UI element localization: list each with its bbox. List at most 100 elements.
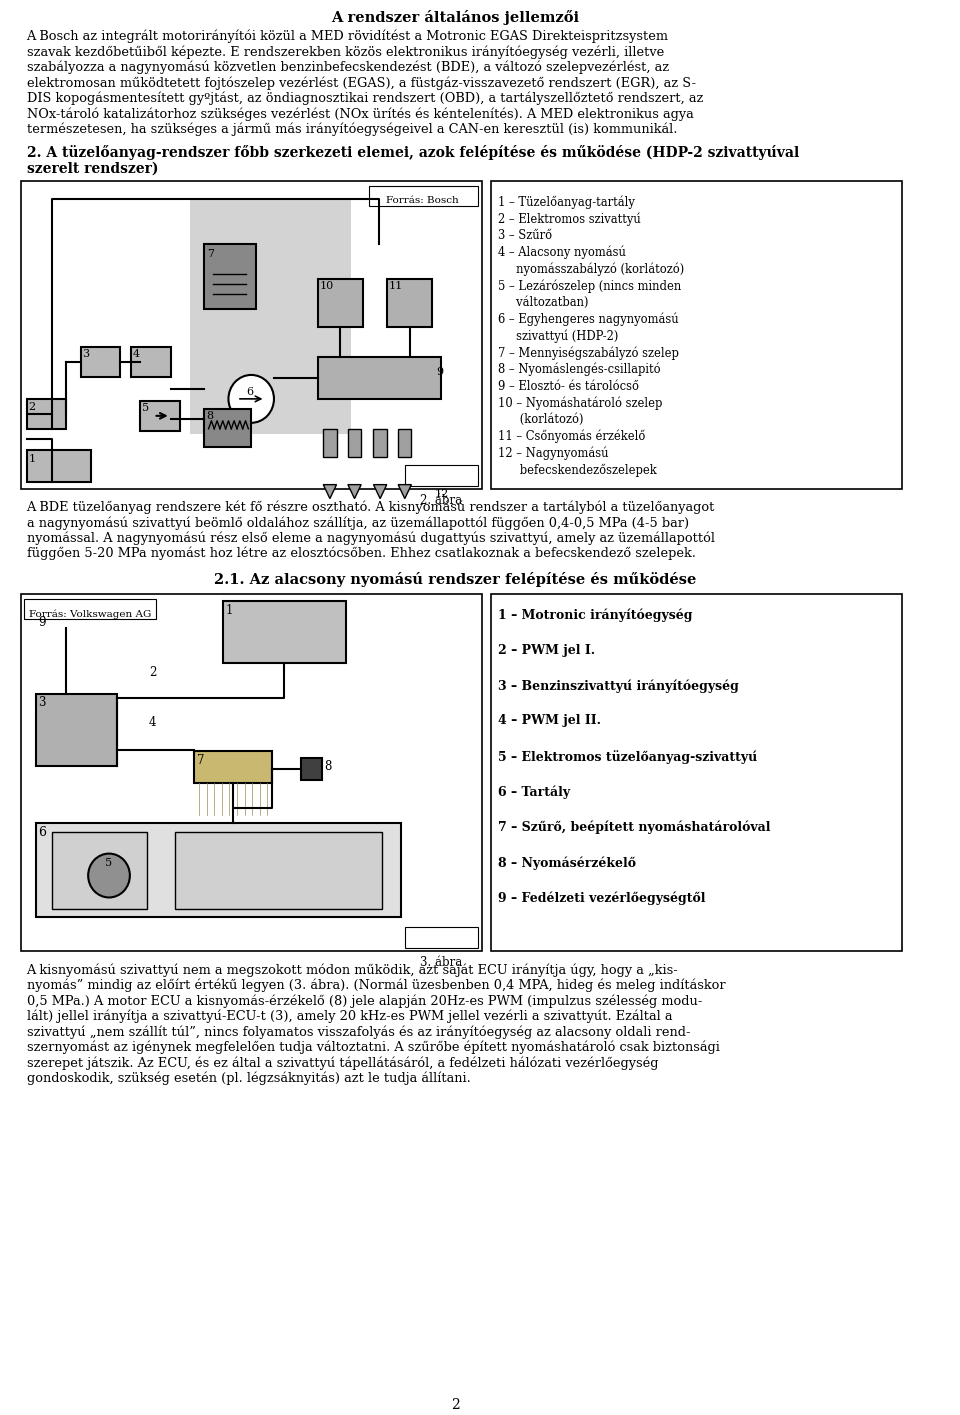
Text: 1 – Motronic irányítóegység: 1 – Motronic irányítóegység	[497, 608, 692, 621]
Text: 8: 8	[324, 760, 331, 773]
Bar	[301, 758, 323, 780]
Text: 0,5 MPa.) A motor ECU a kisnyomás-érzékelő (8) jele alapján 20Hz-es PWM (impulzu: 0,5 MPa.) A motor ECU a kisnyomás-érzéke…	[27, 995, 702, 1007]
Text: 7 – Mennyiségszabályzó szelep: 7 – Mennyiségszabályzó szelep	[497, 347, 679, 359]
Text: nyomással. A nagynyomású rész első eleme a nagynyomású dugattyús szivattyú, ame: nyomással. A nagynyomású rész első eleme…	[27, 532, 714, 545]
Bar	[27, 450, 91, 481]
Text: 1 – Tüzelőanyag-tartály: 1 – Tüzelőanyag-tartály	[497, 195, 635, 209]
Text: 2.1. Az alacsony nyomású rendszer felépítése és működése: 2.1. Az alacsony nyomású rendszer felépí…	[214, 573, 696, 587]
Bar	[398, 429, 412, 457]
Text: lált) jellel irányítja a szivattyú-ECU-t (3), amely 20 kHz-es PWM jellel vezérl: lált) jellel irányítja a szivattyú-ECU-…	[27, 1010, 672, 1023]
Text: szivattyú (HDP-2): szivattyú (HDP-2)	[497, 330, 618, 342]
Text: természetesen, ha szükséges a jármű más irányítóegységeivel a CAN-en keresztül (: természetesen, ha szükséges a jármű más …	[27, 123, 677, 136]
Text: 6: 6	[246, 386, 252, 396]
Text: szabályozza a nagynyomású közvetlen benzinbefecskendezést (BDE), a változó szele: szabályozza a nagynyomású közvetlen benz…	[27, 61, 669, 75]
Text: változatban): változatban)	[497, 296, 588, 308]
Text: 5 – Elektromos tüzelőanyag-szivattyú: 5 – Elektromos tüzelőanyag-szivattyú	[497, 750, 756, 764]
Text: 11 – Csőnyomás érzékelő: 11 – Csőnyomás érzékelő	[497, 430, 645, 443]
Text: 9 – Fedélzeti vezérlőegységtől: 9 – Fedélzeti vezérlőegységtől	[497, 891, 706, 906]
Bar	[81, 347, 120, 376]
Circle shape	[228, 375, 274, 423]
Bar	[318, 357, 441, 399]
Text: függően 5-20 MPa nyomást hoz létre az elosztócsőben. Ehhez csatlakoznak a befecs: függően 5-20 MPa nyomást hoz létre az el…	[27, 548, 695, 560]
Text: 3 – Benzinszivattyú irányítóegység: 3 – Benzinszivattyú irányítóegység	[497, 679, 738, 692]
Text: nyomásszabályzó (korlátozó): nyomásszabályzó (korlátozó)	[497, 262, 684, 276]
Bar	[21, 181, 482, 488]
Bar	[324, 429, 337, 457]
Text: 2: 2	[450, 1398, 460, 1412]
Text: gondoskodik, szükség esetén (pl. légzsáknyitás) azt le tudja állítani.: gondoskodik, szükség esetén (pl. légzsák…	[27, 1071, 470, 1085]
Text: elektromosan működtetett fojtószelep vezérlést (EGAS), a füstgáz-visszavezető re: elektromosan működtetett fojtószelep vez…	[27, 76, 696, 89]
Bar	[492, 594, 902, 951]
Text: 3 – Szűrő: 3 – Szűrő	[497, 229, 552, 242]
Bar	[387, 279, 432, 327]
Text: 9: 9	[436, 366, 444, 376]
Text: 10 – Nyomáshatároló szelep: 10 – Nyomáshatároló szelep	[497, 396, 662, 410]
Polygon shape	[398, 484, 412, 498]
Text: Forrás: Bosch: Forrás: Bosch	[387, 197, 459, 205]
Text: 2. ábra: 2. ábra	[420, 494, 462, 507]
Bar	[36, 822, 401, 917]
FancyBboxPatch shape	[24, 600, 156, 620]
FancyBboxPatch shape	[405, 464, 478, 485]
Text: 3. ábra: 3. ábra	[420, 957, 462, 969]
Text: 12: 12	[434, 488, 448, 498]
Text: A rendszer általános jellemzői: A rendszer általános jellemzői	[331, 10, 579, 25]
Text: (korlátozó): (korlátozó)	[497, 413, 583, 426]
Bar	[140, 400, 180, 430]
Bar	[176, 832, 382, 910]
Text: 4 – PWM jel II.: 4 – PWM jel II.	[497, 715, 601, 727]
Bar	[223, 601, 346, 664]
Bar	[492, 181, 902, 488]
Text: 7 – Szűrő, beépített nyomáshatárolóval: 7 – Szűrő, beépített nyomáshatárolóval	[497, 821, 770, 835]
Polygon shape	[324, 484, 337, 498]
Text: 7: 7	[206, 249, 214, 259]
Text: 6 – Tartály: 6 – Tartály	[497, 785, 570, 799]
Text: A kisnyomású szivattyú nem a megszokott módon működik, azt saját ECU irányítja : A kisnyomású szivattyú nem a megszokott…	[27, 964, 679, 976]
Text: 5: 5	[106, 857, 112, 867]
FancyBboxPatch shape	[369, 187, 478, 207]
Text: 3: 3	[83, 350, 89, 359]
Text: szerelt rendszer): szerelt rendszer)	[27, 161, 158, 175]
Text: 4: 4	[132, 350, 140, 359]
Text: nyomás” mindig az előírt értékű legyen (3. ábra). (Normál üzesbenben 0,4 MPA, hi: nyomás” mindig az előírt értékű legyen (…	[27, 979, 725, 992]
Text: 2 – PWM jel I.: 2 – PWM jel I.	[497, 644, 595, 657]
Text: 2: 2	[29, 402, 36, 412]
Text: Forrás: Volkswagen AG: Forrás: Volkswagen AG	[29, 610, 152, 618]
Text: 1: 1	[29, 454, 36, 464]
Text: szerepet játszik. Az ECU, és ez által a szivattyú tápellátásáról, a fedélzeti h: szerepet játszik. Az ECU, és ez által a …	[27, 1056, 658, 1070]
Polygon shape	[373, 484, 387, 498]
Text: NOx-tároló katalizátorhoz szükséges vezérlést (NOx ürítés és kéntelenítés). A ME: NOx-tároló katalizátorhoz szükséges vezé…	[27, 108, 693, 120]
Text: 4: 4	[149, 716, 156, 729]
Text: 5: 5	[142, 403, 150, 413]
Bar	[204, 245, 256, 308]
Bar	[204, 409, 252, 447]
Text: 8: 8	[206, 410, 214, 420]
Bar	[21, 594, 482, 951]
Bar	[36, 693, 116, 766]
Text: szivattyú „nem szállít túl”, nincs folyamatos visszafolyás és az irányítóegység: szivattyú „nem szállít túl”, nincs foly…	[27, 1024, 690, 1039]
Text: 9: 9	[37, 617, 45, 630]
Text: 7: 7	[197, 754, 204, 767]
Text: 5 – Lezárószelep (nincs minden: 5 – Lezárószelep (nincs minden	[497, 279, 681, 293]
Text: 10: 10	[320, 282, 334, 291]
Text: 2. A tüzelőanyag-rendszer főbb szerkezeti elemei, azok felépítése és működése (H: 2. A tüzelőanyag-rendszer főbb szerkezet…	[27, 144, 799, 160]
Text: 1: 1	[226, 604, 233, 617]
Bar	[131, 347, 171, 376]
Text: befecskendezőszelepek: befecskendezőszelepek	[497, 464, 657, 477]
Text: 8 – Nyomáslengés-csillapitó: 8 – Nyomáslengés-csillapitó	[497, 364, 660, 376]
Text: 2 – Elektromos szivattyú: 2 – Elektromos szivattyú	[497, 212, 640, 226]
Text: A Bosch az integrált motorirányítói közül a MED rövidítést a Motronic EGAS Direk: A Bosch az integrált motorirányítói közü…	[27, 30, 668, 44]
Text: 6: 6	[37, 826, 46, 839]
Text: szernyomást az igénynek megfelelően tudja változtatni. A szűrőbe épített nyomásh: szernyomást az igénynek megfelelően tudj…	[27, 1040, 719, 1054]
Text: 3: 3	[37, 696, 45, 709]
Text: 12 – Nagynyomású: 12 – Nagynyomású	[497, 447, 609, 460]
Text: 11: 11	[389, 282, 403, 291]
Text: szavak kezdőbetűiből képezte. E rendszerekben közös elektronikus irányítóegység : szavak kezdőbetűiből képezte. E rendszer…	[27, 45, 663, 59]
Text: 8 – Nyomásérzékelő: 8 – Nyomásérzékelő	[497, 856, 636, 870]
Bar	[318, 279, 363, 327]
Text: 2: 2	[149, 666, 156, 679]
Bar	[194, 751, 272, 782]
Bar	[373, 429, 387, 457]
Bar	[52, 832, 147, 910]
Text: 4 – Alacsony nyomású: 4 – Alacsony nyomású	[497, 246, 626, 259]
